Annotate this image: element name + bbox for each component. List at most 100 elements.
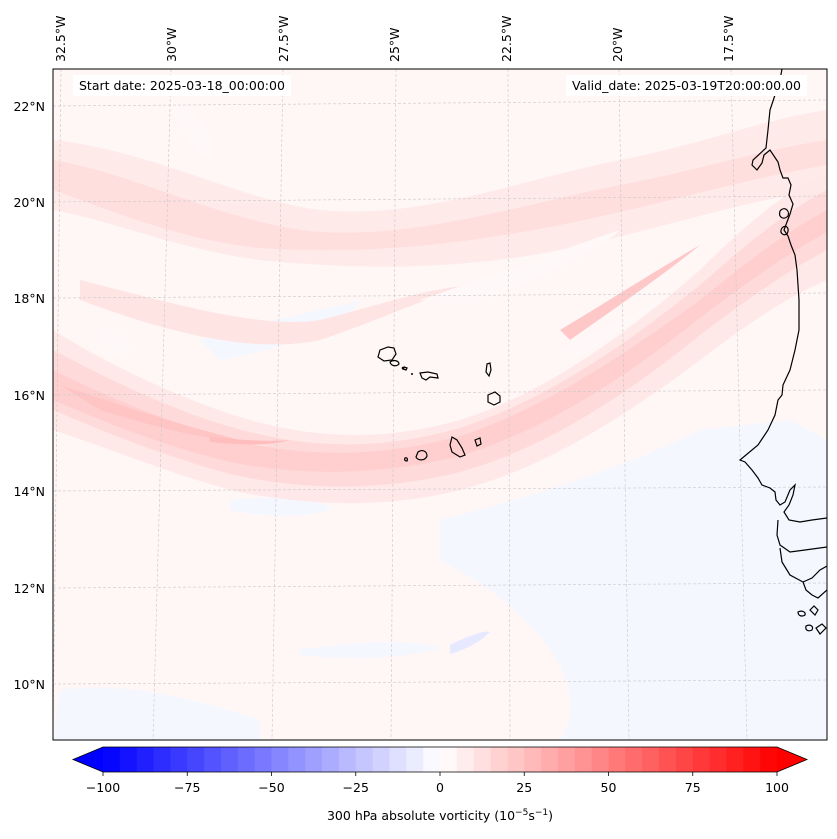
island-fogo [415,450,428,461]
colorbar-tick-label: −75 [174,780,200,795]
colorbar-tick-label: −50 [258,780,284,795]
low-vorticity-gaps [100,100,660,360]
colorbar-bin [288,747,306,772]
colorbar-bin [608,747,626,772]
map-frame [52,68,828,741]
islet [411,373,413,375]
lat-label: 14°N [13,484,45,499]
colorbar-bin [187,747,205,772]
colorbar-bin [355,747,374,772]
colorbar-bin [743,747,761,772]
colorbar-bin [103,747,121,772]
lat-label: 10°N [13,677,45,692]
colorbar [71,746,809,773]
island-maio [474,437,482,447]
colorbar-label: 300 hPa absolute vorticity (10−5s−1) [326,808,553,824]
island-santiago [449,436,466,458]
island-sal [485,362,492,378]
colorbar-bin [659,747,677,772]
colorbar-bin [675,747,694,772]
colorbar-bin [726,747,744,772]
lon-label: 22.5°W [499,16,514,62]
main-band [53,170,827,504]
colorbar-bin [709,747,727,772]
bijagos-islands [797,605,827,635]
lon-label: 32.5°W [53,16,68,62]
coastlines [377,69,827,635]
islet [401,366,405,370]
colorbar-bin [591,747,609,772]
colorbar-bin [541,747,559,772]
negative-patch-strong [450,631,490,654]
colorbar-bin [642,747,660,772]
negative-patches [53,300,827,740]
lat-label: 12°N [13,581,45,596]
colorbar-bin [119,747,138,772]
island-sao-nicolau [419,371,439,381]
colorbar-bin [271,747,289,772]
colorbar-bin [692,747,711,772]
colorbar-bin [524,747,542,772]
colorbar-bin [204,747,222,772]
lon-label: 30°W [164,27,179,62]
valid-date-label: Valid_date: 2025-03-19T20:00:00.00 [565,75,807,96]
colorbar-unit-exp2: −1 [534,808,549,818]
lon-label: 25°W [387,27,402,62]
colorbar-unit-exp: −5 [515,808,529,818]
small-islets [401,366,413,375]
colorbar-tick-label: 0 [436,780,444,795]
lon-label: 27.5°W [276,16,291,62]
gridline-lat-22 [52,99,828,107]
colorbar-bin [153,747,171,772]
island-santo-antao [377,346,397,362]
lat-labels: 22°N 20°N 18°N 16°N 14°N 12°N 10°N [13,99,45,692]
vorticity-field [53,69,827,740]
gridline-lat-18 [52,292,828,299]
lat-label: 20°N [13,195,45,210]
gridline-lat-16 [52,389,828,396]
lon-label: 20°W [610,27,625,62]
lat-label: 22°N [13,99,45,114]
lon-label: 17.5°W [721,16,736,62]
colorbar-bin [423,747,441,772]
island-sao-vicente [389,359,400,367]
colorbar-extend-low [73,747,103,772]
colorbar-bin [254,747,272,772]
colorbar-tick-label: −25 [343,780,369,795]
colorbar-ticks: −100 −75 −50 −25 0 25 50 75 100 [86,772,789,795]
colorbar-bin [406,747,424,772]
colorbar-bin [574,747,593,772]
colorbar-bin [389,747,407,772]
colorbar-bin [237,747,256,772]
africa-coastline-south [776,519,827,599]
colorbar-variable: 300 hPa absolute vorticity [326,808,491,824]
island-boa-vista [487,391,501,406]
gridline-lat-10 [52,679,828,685]
colorbar-unit-base: 10 [499,808,516,824]
colorbar-bin [440,747,458,772]
colorbar-bin [305,747,323,772]
colorbar-bin [473,747,492,772]
colorbar-tick-label: 50 [601,780,617,795]
colorbar-extend-high [777,747,807,772]
colorbar-bin [490,747,508,772]
colorbar-bin [322,747,340,772]
gridline-lat-12 [52,582,828,589]
colorbar-tick-label: 100 [765,780,789,795]
colorbar-bin [220,747,239,772]
gridline-lon-20 [618,68,630,741]
colorbar-bin [456,747,475,772]
gridline-lat-20 [52,195,828,203]
gridline-lon-32.5 [52,68,62,741]
colorbar-bin [372,747,390,772]
gridline-lat-14 [52,486,828,492]
gridline-lon-27.5 [271,68,284,741]
coast-inlet [779,208,789,236]
gridline-lon-17.5 [730,68,748,741]
gridline-lon-25 [390,68,397,741]
colorbar-bin [338,747,357,772]
gridlines [52,68,828,741]
africa-coastline [738,69,827,523]
colorbar-tick-label: 75 [685,780,701,795]
